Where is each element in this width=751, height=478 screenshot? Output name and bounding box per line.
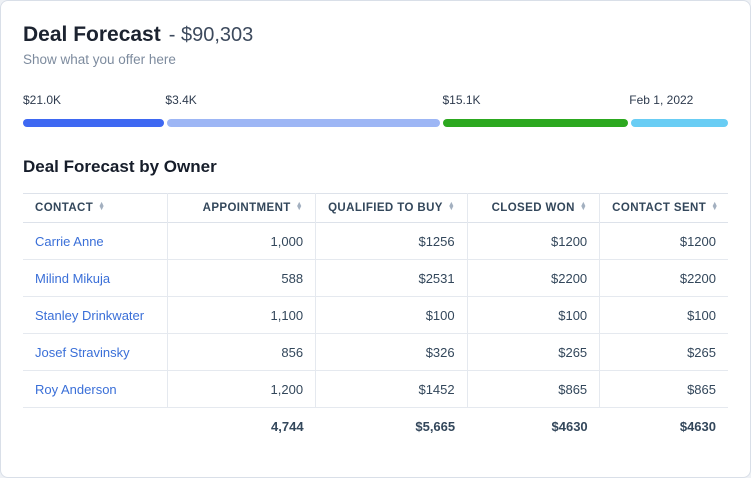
contact-sent-cell: $1200 [679, 233, 716, 249]
column-header-label: APPOINTMENT [202, 202, 291, 214]
sort-icon[interactable]: ▲ ▼ [98, 200, 106, 212]
contact-link[interactable]: Josef Stravinsky [35, 344, 130, 360]
header: Deal Forecast - $90,303 [23, 23, 728, 47]
appointment-cell: 856 [167, 333, 317, 371]
deal-forecast-table: CONTACT ▲ ▼ APPOINTMENT ▲ ▼ QUALIFIED TO BUY… [23, 193, 728, 445]
sort-icon[interactable]: ▲ ▼ [579, 200, 588, 212]
total-appointment: 4,744 [271, 418, 304, 434]
contact-sent-cell: $865 [687, 381, 716, 397]
appointment-cell: 1,200 [167, 370, 317, 408]
qualified-cell: $2531 [315, 259, 468, 297]
progress-label-1: $21.0K [23, 93, 62, 107]
appointment-cell: 588 [167, 259, 317, 297]
closed-won-cell: $865 [467, 370, 601, 408]
column-header-appointment[interactable]: APPOINTMENT ▲ ▼ [167, 193, 317, 223]
progress-labels: $21.0K $3.4K $15.1K Feb 1, 2022 [23, 93, 728, 109]
page-subtitle: Show what you offer here [23, 52, 176, 67]
total-contact-sent: $4630 [679, 418, 716, 434]
forecast-amount: - $90,303 [168, 24, 254, 46]
column-header-label: CONTACT SENT [612, 202, 707, 214]
column-header-qualified-to-buy[interactable]: QUALIFIED TO BUY ▲ ▼ [315, 193, 468, 223]
contact-sent-cell: $100 [687, 307, 716, 323]
contact-link[interactable]: Milind Mikuja [35, 270, 111, 286]
table-row: Stanley Drinkwater 1,100 $100 $100 $100 [23, 296, 728, 334]
closed-won-cell: $265 [467, 333, 601, 371]
appointment-cell: 1,100 [167, 296, 317, 334]
contact-link[interactable]: Roy Anderson [35, 381, 117, 397]
column-header-closed-won[interactable]: CLOSED WON ▲ ▼ [467, 193, 601, 223]
progress-segment-1 [23, 119, 164, 127]
qualified-cell: $326 [315, 333, 468, 371]
qualified-cell: $1256 [315, 222, 468, 260]
table-row: Roy Anderson 1,200 $1452 $865 $865 [23, 370, 728, 408]
closed-won-cell: $2200 [467, 259, 601, 297]
progress-segment-4 [630, 119, 728, 127]
qualified-cell: $100 [315, 296, 468, 334]
progress-bar [23, 119, 728, 127]
contact-sent-cell: $265 [687, 344, 716, 360]
table-row: Josef Stravinsky 856 $326 $265 $265 [23, 333, 728, 371]
progress-segment-3 [443, 119, 628, 127]
progress-label-2: $3.4K [165, 93, 197, 107]
sort-icon[interactable]: ▲ ▼ [447, 200, 456, 212]
progress-label-3: $15.1K [442, 93, 481, 107]
contact-sent-cell: $2200 [679, 270, 716, 286]
table-header-row: CONTACT ▲ ▼ APPOINTMENT ▲ ▼ QUALIFIED TO BUY… [23, 193, 728, 223]
sort-icon[interactable]: ▲ ▼ [295, 200, 304, 212]
progress-segment-2 [166, 119, 441, 127]
progress-label-4: Feb 1, 2022 [629, 93, 694, 107]
appointment-cell: 1,000 [167, 222, 317, 260]
total-qualified: $5,665 [415, 418, 456, 434]
column-header-contact-sent[interactable]: CONTACT SENT ▲ ▼ [600, 194, 728, 223]
column-header-label: QUALIFIED TO BUY [328, 202, 443, 214]
table-row: Milind Mikuja 588 $2531 $2200 $2200 [23, 259, 728, 297]
sort-icon[interactable]: ▲ ▼ [711, 200, 719, 212]
contact-link[interactable]: Carrie Anne [35, 233, 104, 249]
total-closed-won: $4630 [551, 418, 588, 434]
column-header-label: CLOSED WON [491, 202, 575, 214]
contact-link[interactable]: Stanley Drinkwater [35, 307, 145, 323]
section-title: Deal Forecast by Owner [23, 157, 217, 176]
closed-won-cell: $100 [467, 296, 601, 334]
page-title: Deal Forecast [23, 23, 161, 46]
column-header-contact[interactable]: CONTACT ▲ ▼ [23, 193, 169, 223]
table-totals-row: 4,744 $5,665 $4630 $4630 [23, 407, 728, 445]
closed-won-cell: $1200 [467, 222, 601, 260]
column-header-label: CONTACT [35, 202, 94, 214]
forecast-progress: $21.0K $3.4K $15.1K Feb 1, 2022 [23, 93, 728, 127]
qualified-cell: $1452 [315, 370, 468, 408]
table-row: Carrie Anne 1,000 $1256 $1200 $1200 [23, 222, 728, 260]
totals-empty-cell [23, 408, 168, 445]
